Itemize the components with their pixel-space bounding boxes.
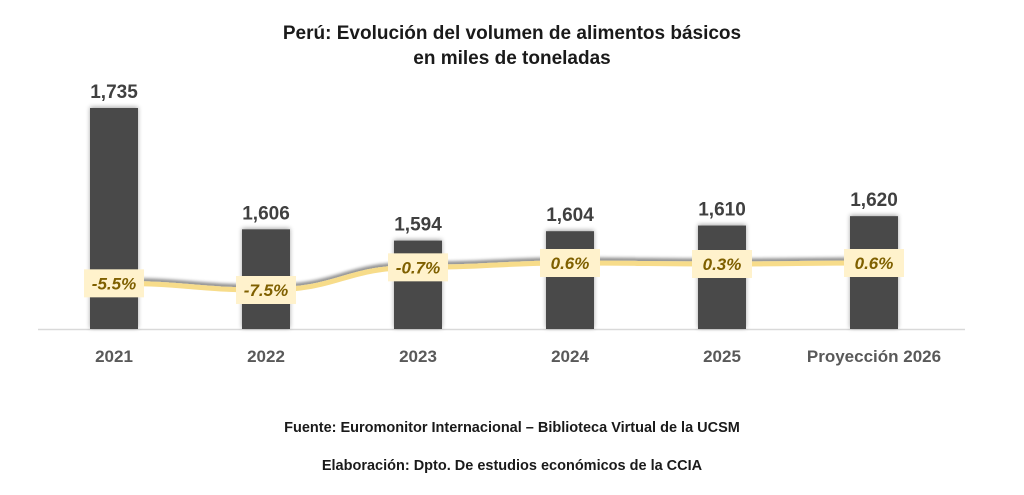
bar-2024 (546, 231, 594, 329)
x-tick-label: 2024 (551, 347, 589, 366)
variation-value: 0.6% (855, 254, 894, 273)
variation-value: -7.5% (244, 281, 288, 300)
variation-value: -0.7% (396, 258, 440, 277)
bar-value-label: 1,610 (698, 200, 746, 221)
chart-subtitle: en miles de toneladas (413, 48, 611, 69)
variation-label: -5.5% (84, 269, 144, 298)
variation-label-box (236, 276, 296, 304)
variation-label: -7.5% (236, 276, 296, 304)
variation-label-box (844, 249, 904, 277)
x-tick-label: 2025 (703, 347, 741, 366)
variation-value: 0.3% (703, 255, 742, 274)
variation-value: 0.6% (551, 254, 590, 273)
x-tick-label: 2022 (247, 347, 285, 366)
variation-label-box (540, 249, 600, 277)
variation-label-box (388, 253, 448, 282)
chart-title: Perú: Evolución del volumen de alimentos… (282, 23, 742, 44)
x-tick-label: 2023 (399, 347, 437, 366)
bar-value-label: 1,604 (546, 205, 594, 226)
variation-value: -5.5% (92, 274, 136, 293)
bar-value-label: 1,594 (394, 215, 442, 236)
elaboration-note: Elaboración: Dpto. De estudios económico… (321, 458, 703, 474)
bar-value-label: 1,735 (90, 82, 138, 103)
variation-label: 0.6% (540, 249, 600, 277)
variation-label: -0.7% (388, 253, 448, 282)
variation-label: 0.6% (844, 249, 904, 277)
x-tick-label: 2021 (95, 347, 133, 366)
variation-label: 0.3% (692, 250, 752, 278)
x-tick-label: Proyección 2026 (807, 347, 941, 366)
bar-value-label: 1,606 (242, 203, 290, 224)
source-note: Fuente: Euromonitor Internacional – Bibl… (284, 420, 740, 436)
variation-line (111, 260, 877, 293)
variation-label-box (84, 269, 144, 298)
bar-value-label: 1,620 (850, 190, 898, 211)
variation-label-box (692, 250, 752, 278)
